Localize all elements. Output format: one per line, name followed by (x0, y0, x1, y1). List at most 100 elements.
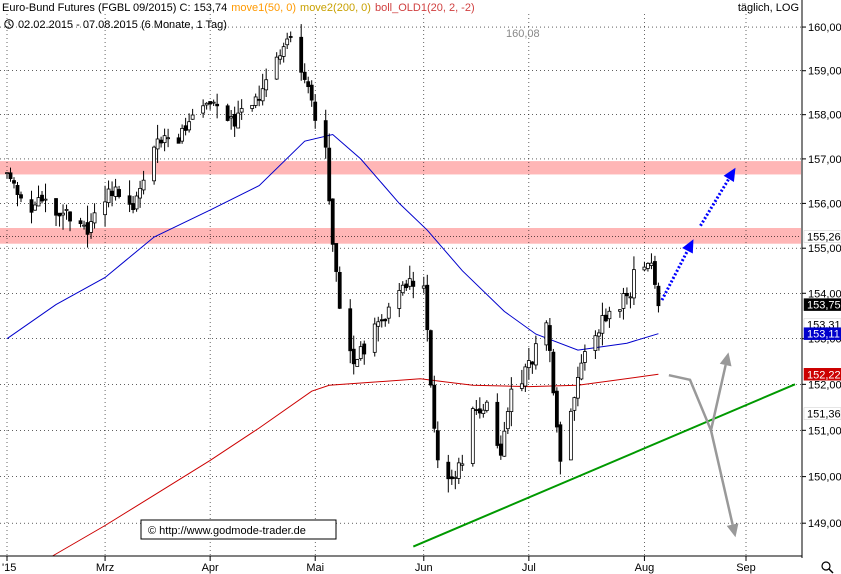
scenario-arrow-shaft (709, 430, 734, 525)
y-tick-label: 157,00 (808, 154, 841, 166)
candle-body (505, 411, 510, 430)
y-tick-label: 155,00 (808, 243, 841, 255)
candle-body (407, 278, 412, 287)
trend-line (412, 383, 796, 548)
arrows-layer (660, 167, 739, 538)
candle-body (523, 366, 528, 387)
candle-body (138, 187, 142, 199)
candle-body (162, 135, 167, 144)
candle-body (579, 362, 584, 380)
candle-body (211, 101, 216, 104)
x-tick-label: Sep (736, 562, 756, 574)
candle-body (141, 179, 146, 191)
high-annotation: 160,08 (506, 28, 540, 40)
candle-body (519, 383, 524, 389)
candle-body (204, 102, 209, 106)
candle-body (646, 263, 650, 269)
candle-body (649, 262, 654, 266)
candle-body (474, 409, 479, 411)
candle-body (12, 180, 16, 184)
candle-body (484, 401, 489, 411)
candle-body (372, 323, 377, 353)
candle-body (29, 199, 34, 213)
candle-body (180, 127, 185, 142)
instrument-title: Euro-Bund Futures (FGBL 09/2015) C: 153,… (2, 2, 227, 14)
y-tick-label: 149,00 (808, 518, 841, 530)
watermark-box (140, 519, 337, 540)
date-range: 02.02.2015 - 07.08.2015 (6 Monate, 1 Tag… (18, 19, 227, 31)
candle-body (117, 189, 121, 197)
ma200-line (52, 373, 659, 557)
candle-body (348, 308, 353, 352)
candle-body (334, 243, 339, 272)
resistance-zones (0, 161, 801, 244)
y-tick-label: 151,00 (808, 425, 841, 437)
candle-body (572, 397, 577, 411)
candle-body (208, 101, 213, 105)
x-tick-label: Jun (415, 562, 433, 574)
candle-body (432, 384, 437, 429)
candle-body (327, 147, 332, 202)
candle-body (568, 410, 573, 461)
magnifier-icon[interactable] (821, 561, 834, 574)
candle-body (85, 222, 90, 235)
y-tick-label: 154,00 (808, 288, 841, 300)
candle-body (309, 84, 314, 101)
candle-body (575, 377, 580, 399)
candle-body (460, 463, 465, 466)
y-tick-label: 152,00 (808, 379, 841, 391)
candle-body (625, 292, 629, 297)
candle-body (82, 224, 86, 227)
candle-body (159, 139, 164, 144)
candle-body (600, 315, 605, 334)
interval-label: täglich, LOG (738, 2, 799, 14)
candle-body (103, 201, 107, 216)
candle-body (61, 212, 65, 216)
candle-body (400, 284, 405, 294)
bull-arrow-head (682, 239, 694, 254)
candle-body (530, 361, 535, 365)
candle-body (190, 114, 195, 120)
candle-body (404, 283, 409, 289)
candle-body (582, 351, 587, 363)
x-tick-label: Jul (522, 562, 536, 574)
candle-body (379, 319, 384, 322)
price-tag-box (803, 368, 841, 381)
candle-body (127, 195, 132, 205)
candle-body (597, 332, 601, 337)
candle-body (547, 325, 552, 351)
price-tag-box (803, 230, 841, 243)
candle-body (225, 105, 230, 121)
candle-body (509, 388, 514, 413)
x-tick-label: Mrz (96, 562, 114, 574)
watermark[interactable]: © http://www.godmode-trader.de (148, 525, 306, 537)
y-tick-label: 158,00 (808, 110, 841, 122)
candle-body (288, 36, 293, 38)
candle-body (604, 314, 608, 322)
candle-body (187, 121, 192, 131)
candle-body (15, 185, 20, 195)
candle-body (131, 203, 135, 210)
candle-body (8, 172, 13, 180)
candle-body (330, 198, 335, 245)
candle-body (456, 462, 461, 479)
candle-body (239, 108, 244, 113)
resistance-zone (0, 161, 801, 175)
header-line-1: Euro-Bund Futures (FGBL 09/2015) C: 153,… (2, 2, 475, 14)
candle-body (498, 443, 503, 456)
candle-body (166, 137, 171, 140)
resistance-zone (0, 228, 801, 244)
candle-body (453, 477, 458, 479)
candle-body (551, 351, 556, 394)
x-tick-label: Aug (635, 562, 655, 574)
y-tick-label: 150,00 (808, 472, 841, 484)
candle-body (302, 71, 307, 80)
candle-body (383, 318, 388, 322)
candle-body (281, 46, 286, 57)
x-tick-label: Mai (306, 562, 324, 574)
candles-layer (5, 24, 661, 493)
candle-body (253, 96, 258, 106)
candle-body (54, 198, 58, 216)
scenario-arrow-head (719, 352, 732, 367)
